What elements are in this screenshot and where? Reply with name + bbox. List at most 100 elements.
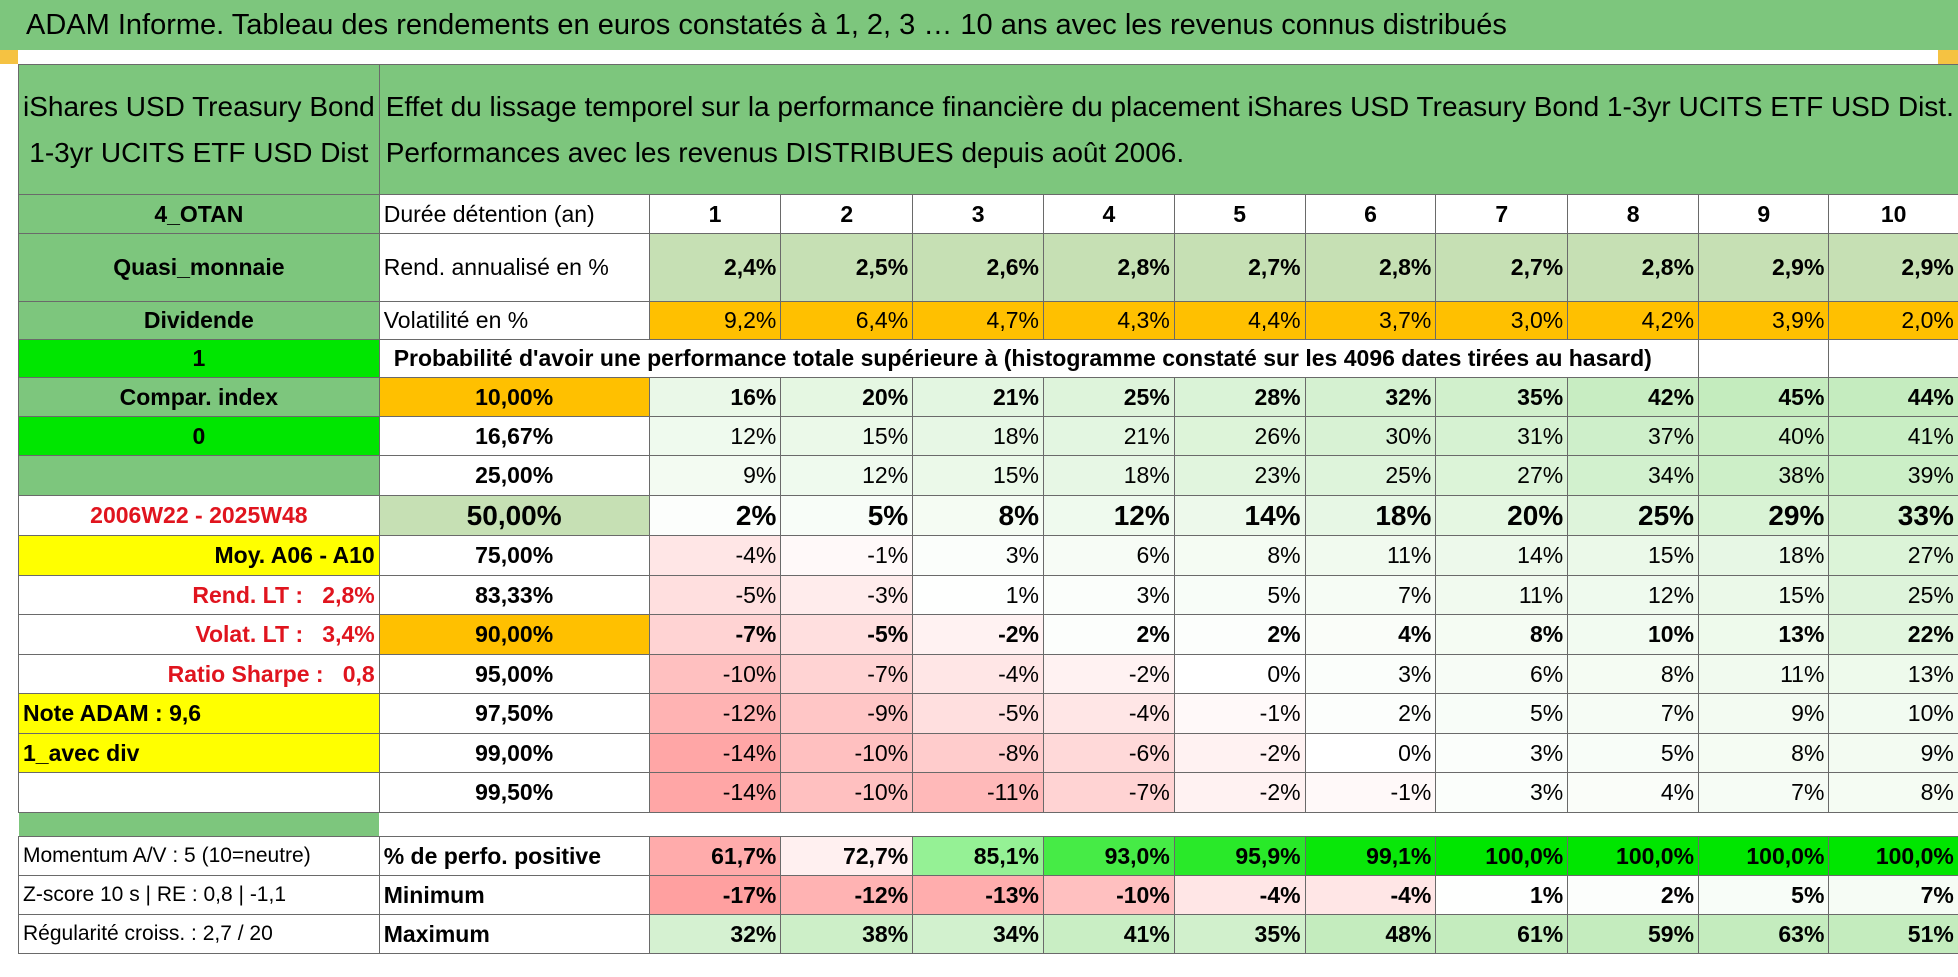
flag-1-cell[interactable]: 1 xyxy=(18,339,380,378)
flag-0-cell[interactable]: 0 xyxy=(18,416,380,456)
probability-cell: 14% xyxy=(1173,495,1306,536)
annualized-return-value: 2,4% xyxy=(648,233,782,302)
probability-cell: 15% xyxy=(1567,535,1700,576)
volatility-label: Volatilité en % xyxy=(378,301,650,340)
probability-cell: 0% xyxy=(1304,733,1437,773)
probability-cell: -12% xyxy=(648,693,782,734)
year-header: 8 xyxy=(1567,194,1700,234)
probability-cell: -10% xyxy=(648,654,782,694)
probability-cell: 18% xyxy=(912,416,1044,456)
probability-cell: 4% xyxy=(1304,614,1437,655)
year-header: 9 xyxy=(1698,194,1830,234)
empty-cell xyxy=(18,772,380,813)
compar-index-cell: Compar. index xyxy=(18,377,380,417)
long-term-volatility-value: 3,4% xyxy=(322,621,375,647)
maximum-value: 61% xyxy=(1435,914,1569,954)
probability-cell: 37% xyxy=(1567,416,1700,456)
annualized-return-value: 2,8% xyxy=(1567,233,1700,302)
asset-type-cell: Quasi_monnaie xyxy=(18,233,380,302)
positive-perf-value: 61,7% xyxy=(648,836,782,876)
annualized-return-label: Rend. annualisé en % xyxy=(378,233,650,302)
positive-perf-value: 85,1% xyxy=(912,836,1044,876)
positive-perf-value: 95,9% xyxy=(1173,836,1306,876)
probability-cell: -5% xyxy=(648,575,782,615)
annualized-return-value: 2,7% xyxy=(1173,233,1306,302)
minimum-value: 7% xyxy=(1828,875,1958,915)
positive-perf-value: 100,0% xyxy=(1435,836,1569,876)
maximum-value: 38% xyxy=(780,914,914,954)
volatility-value: 3,9% xyxy=(1698,301,1830,340)
probability-cell: 2% xyxy=(648,495,782,536)
probability-cell: -1% xyxy=(1173,693,1306,734)
probability-cell: -2% xyxy=(1173,772,1306,813)
separator-blank xyxy=(379,812,1958,837)
probability-cell: 40% xyxy=(1698,416,1830,456)
volatility-value: 4,4% xyxy=(1173,301,1306,340)
threshold-cell: 95,00% xyxy=(378,654,650,694)
long-term-return-cell: Rend. LT : 2,8% xyxy=(18,575,380,615)
category-cell: 4_OTAN xyxy=(18,194,380,234)
minimum-value: -17% xyxy=(648,875,782,915)
threshold-cell: 16,67% xyxy=(378,416,650,456)
minimum-value: -13% xyxy=(912,875,1044,915)
probability-cell: 31% xyxy=(1435,416,1569,456)
probability-cell: 8% xyxy=(1828,772,1958,813)
probability-cell: 6% xyxy=(1435,654,1569,694)
period-cell: 2006W22 - 2025W48 xyxy=(18,495,380,536)
probability-cell: 8% xyxy=(912,495,1044,536)
volatility-value: 4,2% xyxy=(1567,301,1700,340)
probability-cell: 34% xyxy=(1567,455,1700,496)
probability-cell: 12% xyxy=(648,416,782,456)
probability-cell: 8% xyxy=(1698,733,1830,773)
probability-cell: 2% xyxy=(1042,614,1175,655)
returns-table: iShares USD Treasury Bond 1-3yr UCITS ET… xyxy=(18,64,1958,954)
year-header: 3 xyxy=(912,194,1044,234)
probability-cell: 12% xyxy=(780,455,914,496)
probability-cell: 27% xyxy=(1435,455,1569,496)
probability-cell: -14% xyxy=(648,733,782,773)
blank-green-cell xyxy=(18,455,380,496)
probability-cell: 28% xyxy=(1173,377,1306,417)
corner-marker-left xyxy=(0,50,18,64)
mode-cell: 1_avec div xyxy=(18,733,380,773)
adam-note-cell: Note ADAM : 9,6 xyxy=(18,693,380,734)
probability-cell: 39% xyxy=(1828,455,1958,496)
sharpe-ratio-label: Ratio Sharpe : xyxy=(167,660,324,687)
positive-perf-value: 93,0% xyxy=(1042,836,1175,876)
volatility-value: 4,7% xyxy=(912,301,1044,340)
long-term-volatility-cell: Volat. LT : 3,4% xyxy=(18,614,380,655)
probability-cell: 44% xyxy=(1828,377,1958,417)
report-title: ADAM Informe. Tableau des rendements en … xyxy=(0,0,1958,50)
maximum-value: 59% xyxy=(1567,914,1700,954)
probability-cell: 26% xyxy=(1173,416,1306,456)
probability-cell: 8% xyxy=(1567,654,1700,694)
positive-perf-value: 100,0% xyxy=(1567,836,1700,876)
volatility-value: 4,3% xyxy=(1042,301,1175,340)
minimum-label: Minimum xyxy=(378,875,650,915)
probability-cell: 13% xyxy=(1828,654,1958,694)
year-header: 7 xyxy=(1435,194,1569,234)
probability-cell: 32% xyxy=(1304,377,1437,417)
volatility-value: 2,0% xyxy=(1828,301,1958,340)
probability-cell: -9% xyxy=(780,693,914,734)
fund-name-line2: 1-3yr UCITS ETF USD Dist xyxy=(29,136,369,168)
fund-name-line1: iShares USD Treasury Bond xyxy=(23,90,375,122)
fund-name-cell: iShares USD Treasury Bond 1-3yr UCITS ET… xyxy=(18,64,380,195)
minimum-value: -4% xyxy=(1304,875,1437,915)
average-cell: Moy. A06 - A10 xyxy=(18,535,380,576)
probability-cell: 1% xyxy=(912,575,1044,615)
probability-cell: -3% xyxy=(780,575,914,615)
probability-cell: 20% xyxy=(1435,495,1569,536)
positive-perf-value: 99,1% xyxy=(1304,836,1437,876)
probability-cell: 3% xyxy=(912,535,1044,576)
probability-cell: -2% xyxy=(1173,733,1306,773)
threshold-cell: 99,00% xyxy=(378,733,650,773)
probability-cell: 3% xyxy=(1435,733,1569,773)
annualized-return-value: 2,7% xyxy=(1435,233,1569,302)
probability-cell: 35% xyxy=(1435,377,1569,417)
year-header: 2 xyxy=(780,194,914,234)
probability-cell: 21% xyxy=(912,377,1044,417)
probability-cell: -1% xyxy=(1304,772,1437,813)
year-header: 10 xyxy=(1828,194,1958,234)
probability-cell: 7% xyxy=(1567,693,1700,734)
